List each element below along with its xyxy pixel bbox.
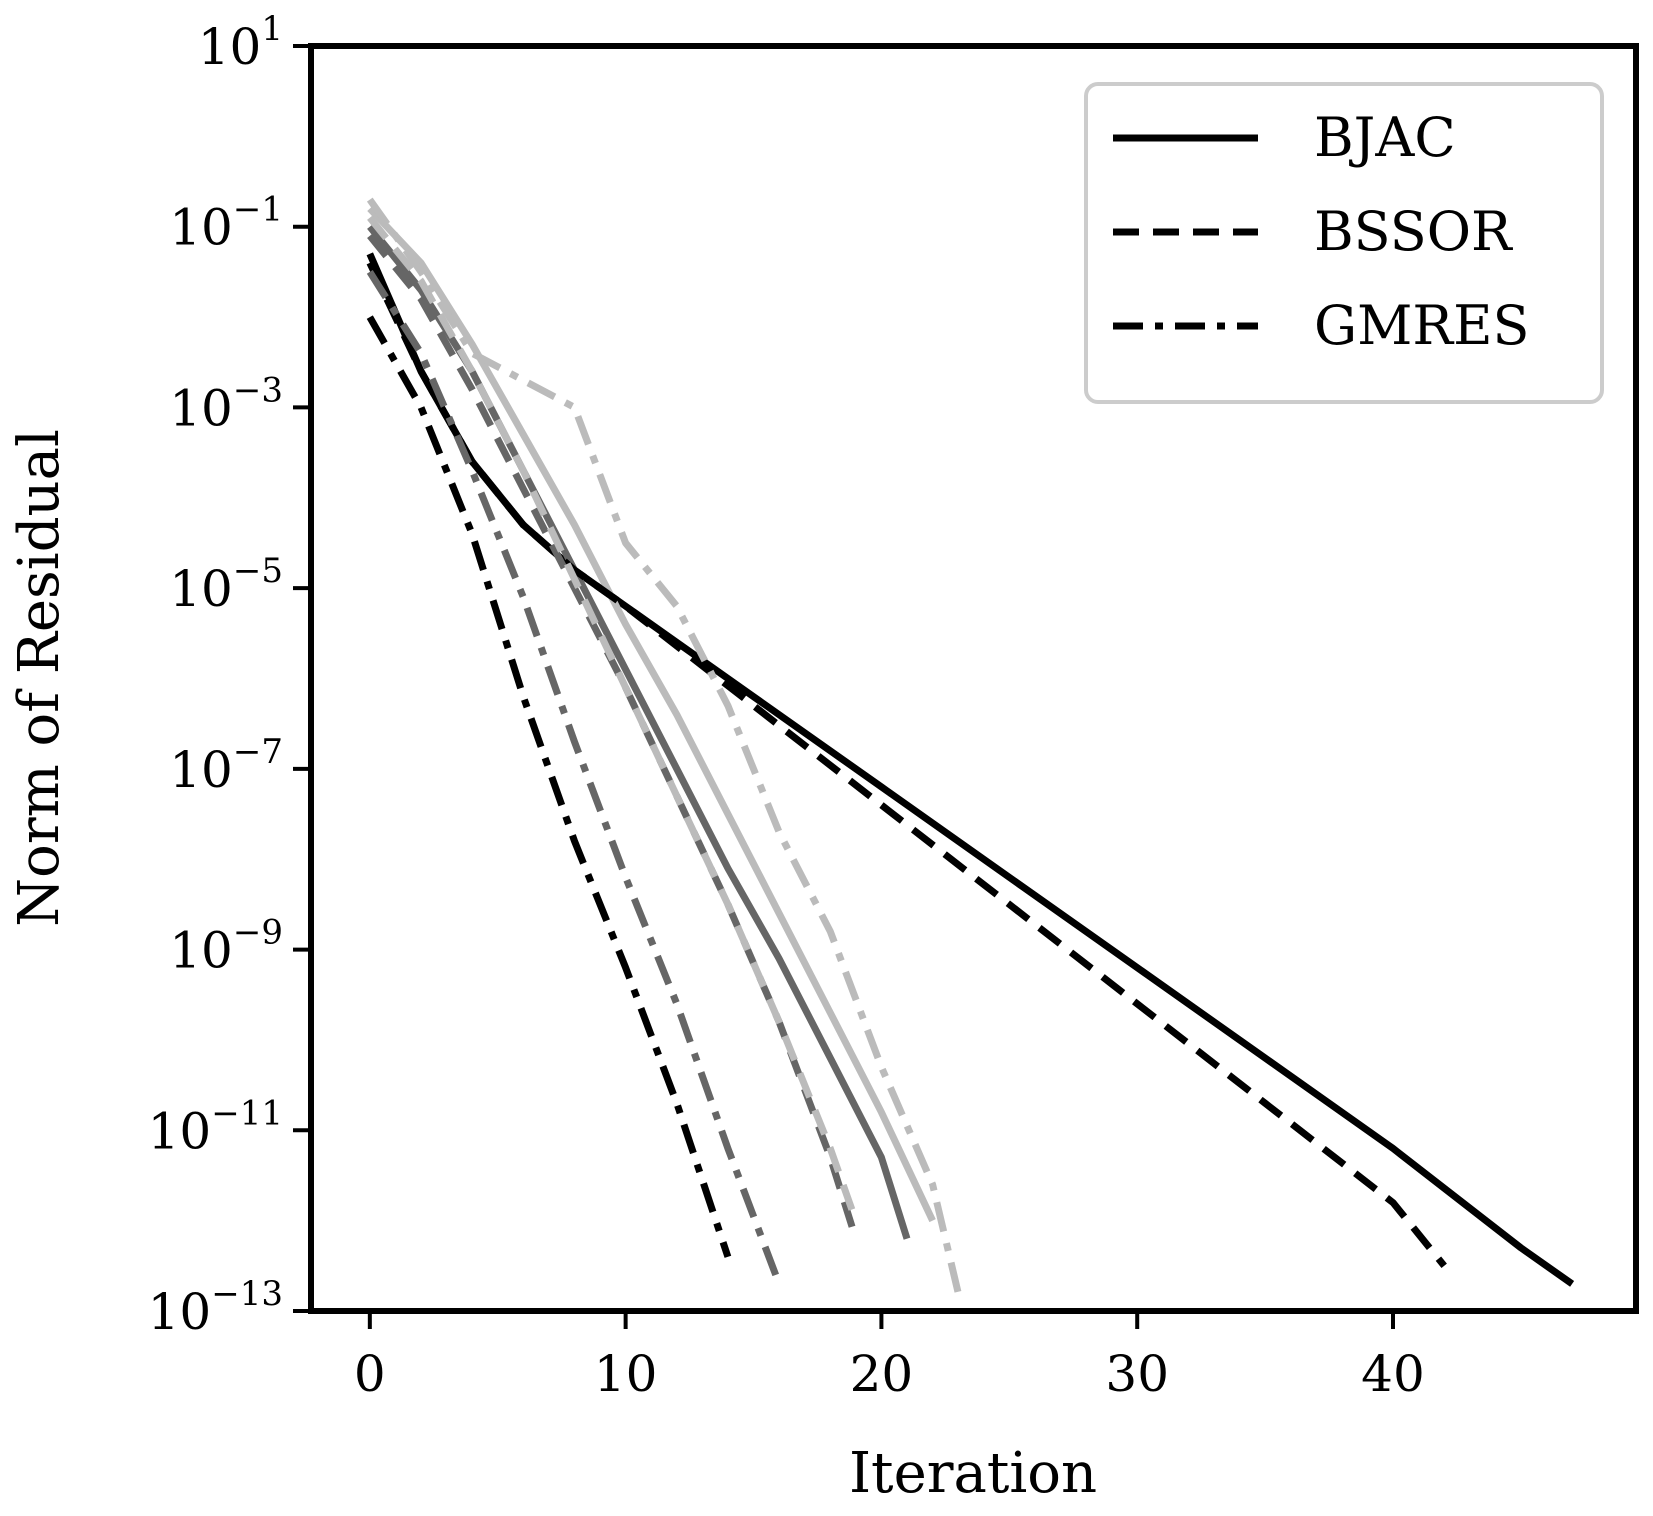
series-line-bssor-4 — [366, 261, 1447, 1269]
series-line-gmres-8 — [366, 270, 783, 1286]
x-tick-label: 30 — [1105, 1345, 1169, 1403]
y-tick-label: 10−3 — [169, 370, 283, 437]
plot-frame — [308, 43, 1639, 1314]
legend-label-bjac: BJAC — [1314, 106, 1456, 169]
y-tick-label: 10−13 — [148, 1274, 283, 1341]
y-tick-label: 10−9 — [169, 913, 283, 980]
y-tick-label: 10−5 — [169, 551, 283, 618]
y-tick-label: 10−7 — [169, 732, 283, 799]
series-line-gmres-7 — [366, 315, 732, 1258]
y-tick-label: 10−1 — [169, 190, 283, 257]
series-line-bjac-1 — [366, 252, 1575, 1287]
x-tick-label: 10 — [594, 1345, 658, 1403]
legend-label-bssor: BSSOR — [1314, 200, 1513, 263]
ticks-layer: 0 10 20 30 40 101 10−1 10−3 10−5 10−7 10−9 10−11 10−… — [148, 9, 1425, 1403]
x-tick-label: 20 — [850, 1345, 914, 1403]
y-tick-label: 101 — [198, 9, 283, 76]
series-line-bjac-3 — [367, 206, 936, 1223]
series-line-bssor-6 — [367, 215, 860, 1222]
x-tick-label: 0 — [354, 1345, 386, 1403]
y-axis-label: Norm of Residual — [7, 429, 72, 927]
legend-label-gmres: GMRES — [1314, 294, 1530, 357]
series-layer — [366, 197, 1575, 1294]
legend: BJAC BSSOR GMRES — [1084, 82, 1604, 404]
x-tick-label: 40 — [1361, 1345, 1425, 1403]
y-tick-label: 10−11 — [148, 1093, 283, 1160]
x-axis-label: Iteration — [849, 1441, 1097, 1506]
legend-box — [1084, 82, 1604, 404]
